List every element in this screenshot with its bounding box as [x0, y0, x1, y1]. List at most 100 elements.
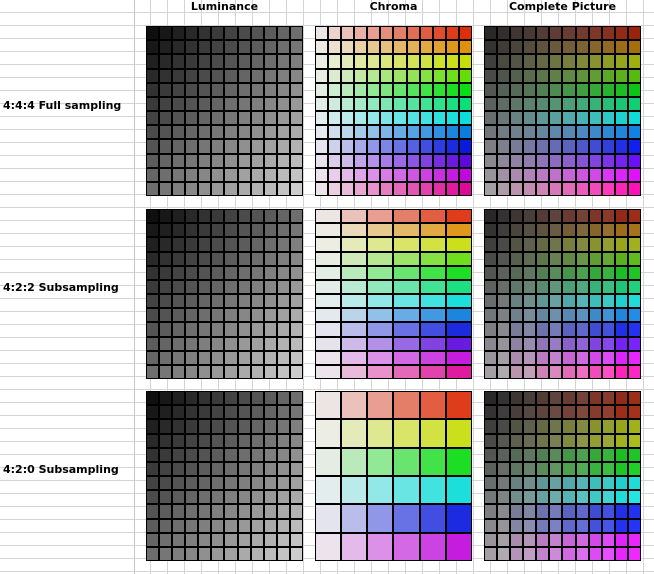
- luminance-cell: [289, 336, 303, 351]
- luminance-cell: [198, 322, 212, 337]
- complete-cell: [536, 294, 550, 309]
- complete-cell: [614, 96, 628, 111]
- complete-cell: [523, 237, 537, 252]
- luminance-cell: [211, 419, 225, 434]
- chroma-cell: [419, 209, 446, 224]
- row-label-444: 4:4:4 Full sampling: [3, 99, 122, 112]
- complete-cell: [627, 251, 641, 266]
- chroma-cell: [393, 82, 407, 97]
- luminance-cell: [146, 251, 160, 266]
- complete-cell: [497, 504, 511, 519]
- complete-cell: [536, 265, 550, 280]
- chroma-cell: [406, 167, 420, 182]
- complete-cell: [627, 405, 641, 420]
- chroma-cell: [419, 111, 433, 126]
- complete-cell: [627, 433, 641, 448]
- complete-cell: [575, 237, 589, 252]
- complete-cell: [588, 209, 602, 224]
- luminance-cell: [172, 322, 186, 337]
- luminance-cell: [146, 223, 160, 238]
- complete-cell: [523, 40, 537, 55]
- luminance-cell: [185, 504, 199, 519]
- luminance-cell: [224, 490, 238, 505]
- chroma-cell: [393, 391, 420, 420]
- complete-cell: [601, 308, 615, 323]
- complete-cell: [627, 181, 641, 196]
- complete-cell: [575, 350, 589, 365]
- chroma-cell: [354, 96, 368, 111]
- chroma-cell: [341, 447, 368, 476]
- luminance-cell: [198, 96, 212, 111]
- luminance-cell: [211, 461, 225, 476]
- luminance-cell: [211, 322, 225, 337]
- chroma-cell: [315, 350, 342, 365]
- luminance-cell: [185, 364, 199, 379]
- chroma-cell: [393, 265, 420, 280]
- luminance-cell: [172, 433, 186, 448]
- complete-cell: [601, 391, 615, 406]
- chroma-cell: [458, 26, 472, 41]
- complete-cell: [562, 322, 576, 337]
- luminance-cell: [289, 125, 303, 140]
- complete-cell: [497, 461, 511, 476]
- luminance-cell: [289, 504, 303, 519]
- complete-cell: [536, 350, 550, 365]
- chroma-cell: [341, 54, 355, 69]
- chroma-cell: [393, 111, 407, 126]
- complete-cell: [614, 40, 628, 55]
- luminance-cell: [172, 405, 186, 420]
- complete-cell: [549, 251, 563, 266]
- chroma-cell: [406, 139, 420, 154]
- chroma-cell: [419, 251, 446, 266]
- luminance-cell: [276, 139, 290, 154]
- luminance-cell: [263, 68, 277, 83]
- luminance-cell: [159, 40, 173, 55]
- luminance-cell: [159, 96, 173, 111]
- chroma-cell: [432, 111, 446, 126]
- complete-cell: [627, 209, 641, 224]
- complete-cell: [497, 294, 511, 309]
- luminance-cell: [263, 322, 277, 337]
- luminance-cell: [237, 336, 251, 351]
- complete-cell: [549, 433, 563, 448]
- luminance-cell: [198, 294, 212, 309]
- complete-cell: [627, 153, 641, 168]
- chroma-cell: [328, 167, 342, 182]
- luminance-cell: [250, 40, 264, 55]
- chroma-cell: [432, 82, 446, 97]
- luminance-cell: [146, 546, 160, 561]
- complete-cell: [510, 490, 524, 505]
- complete-cell: [562, 251, 576, 266]
- complete-cell: [484, 308, 498, 323]
- complete-cell: [497, 223, 511, 238]
- complete-cell: [536, 54, 550, 69]
- luminance-cell: [224, 447, 238, 462]
- complete-cell: [497, 125, 511, 140]
- chroma-cell: [315, 54, 329, 69]
- chroma-cell: [393, 251, 420, 266]
- complete-cell: [601, 336, 615, 351]
- chroma-cell: [367, 350, 394, 365]
- complete-cell: [588, 68, 602, 83]
- luminance-cell: [289, 54, 303, 69]
- complete-cell: [510, 532, 524, 547]
- complete-cell: [523, 111, 537, 126]
- chroma-cell: [315, 364, 342, 379]
- chroma-cell: [419, 26, 433, 41]
- complete-cell: [562, 96, 576, 111]
- luminance-cell: [146, 111, 160, 126]
- luminance-cell: [224, 350, 238, 365]
- luminance-cell: [198, 476, 212, 491]
- luminance-cell: [224, 139, 238, 154]
- chroma-cell: [445, 265, 472, 280]
- complete-cell: [549, 308, 563, 323]
- luminance-cell: [172, 251, 186, 266]
- luminance-cell: [224, 391, 238, 406]
- chroma-cell: [406, 40, 420, 55]
- chroma-cell: [458, 96, 472, 111]
- complete-cell: [523, 139, 537, 154]
- luminance-cell: [250, 405, 264, 420]
- chroma-cell: [367, 419, 394, 448]
- chroma-cell: [315, 125, 329, 140]
- luminance-cell: [146, 54, 160, 69]
